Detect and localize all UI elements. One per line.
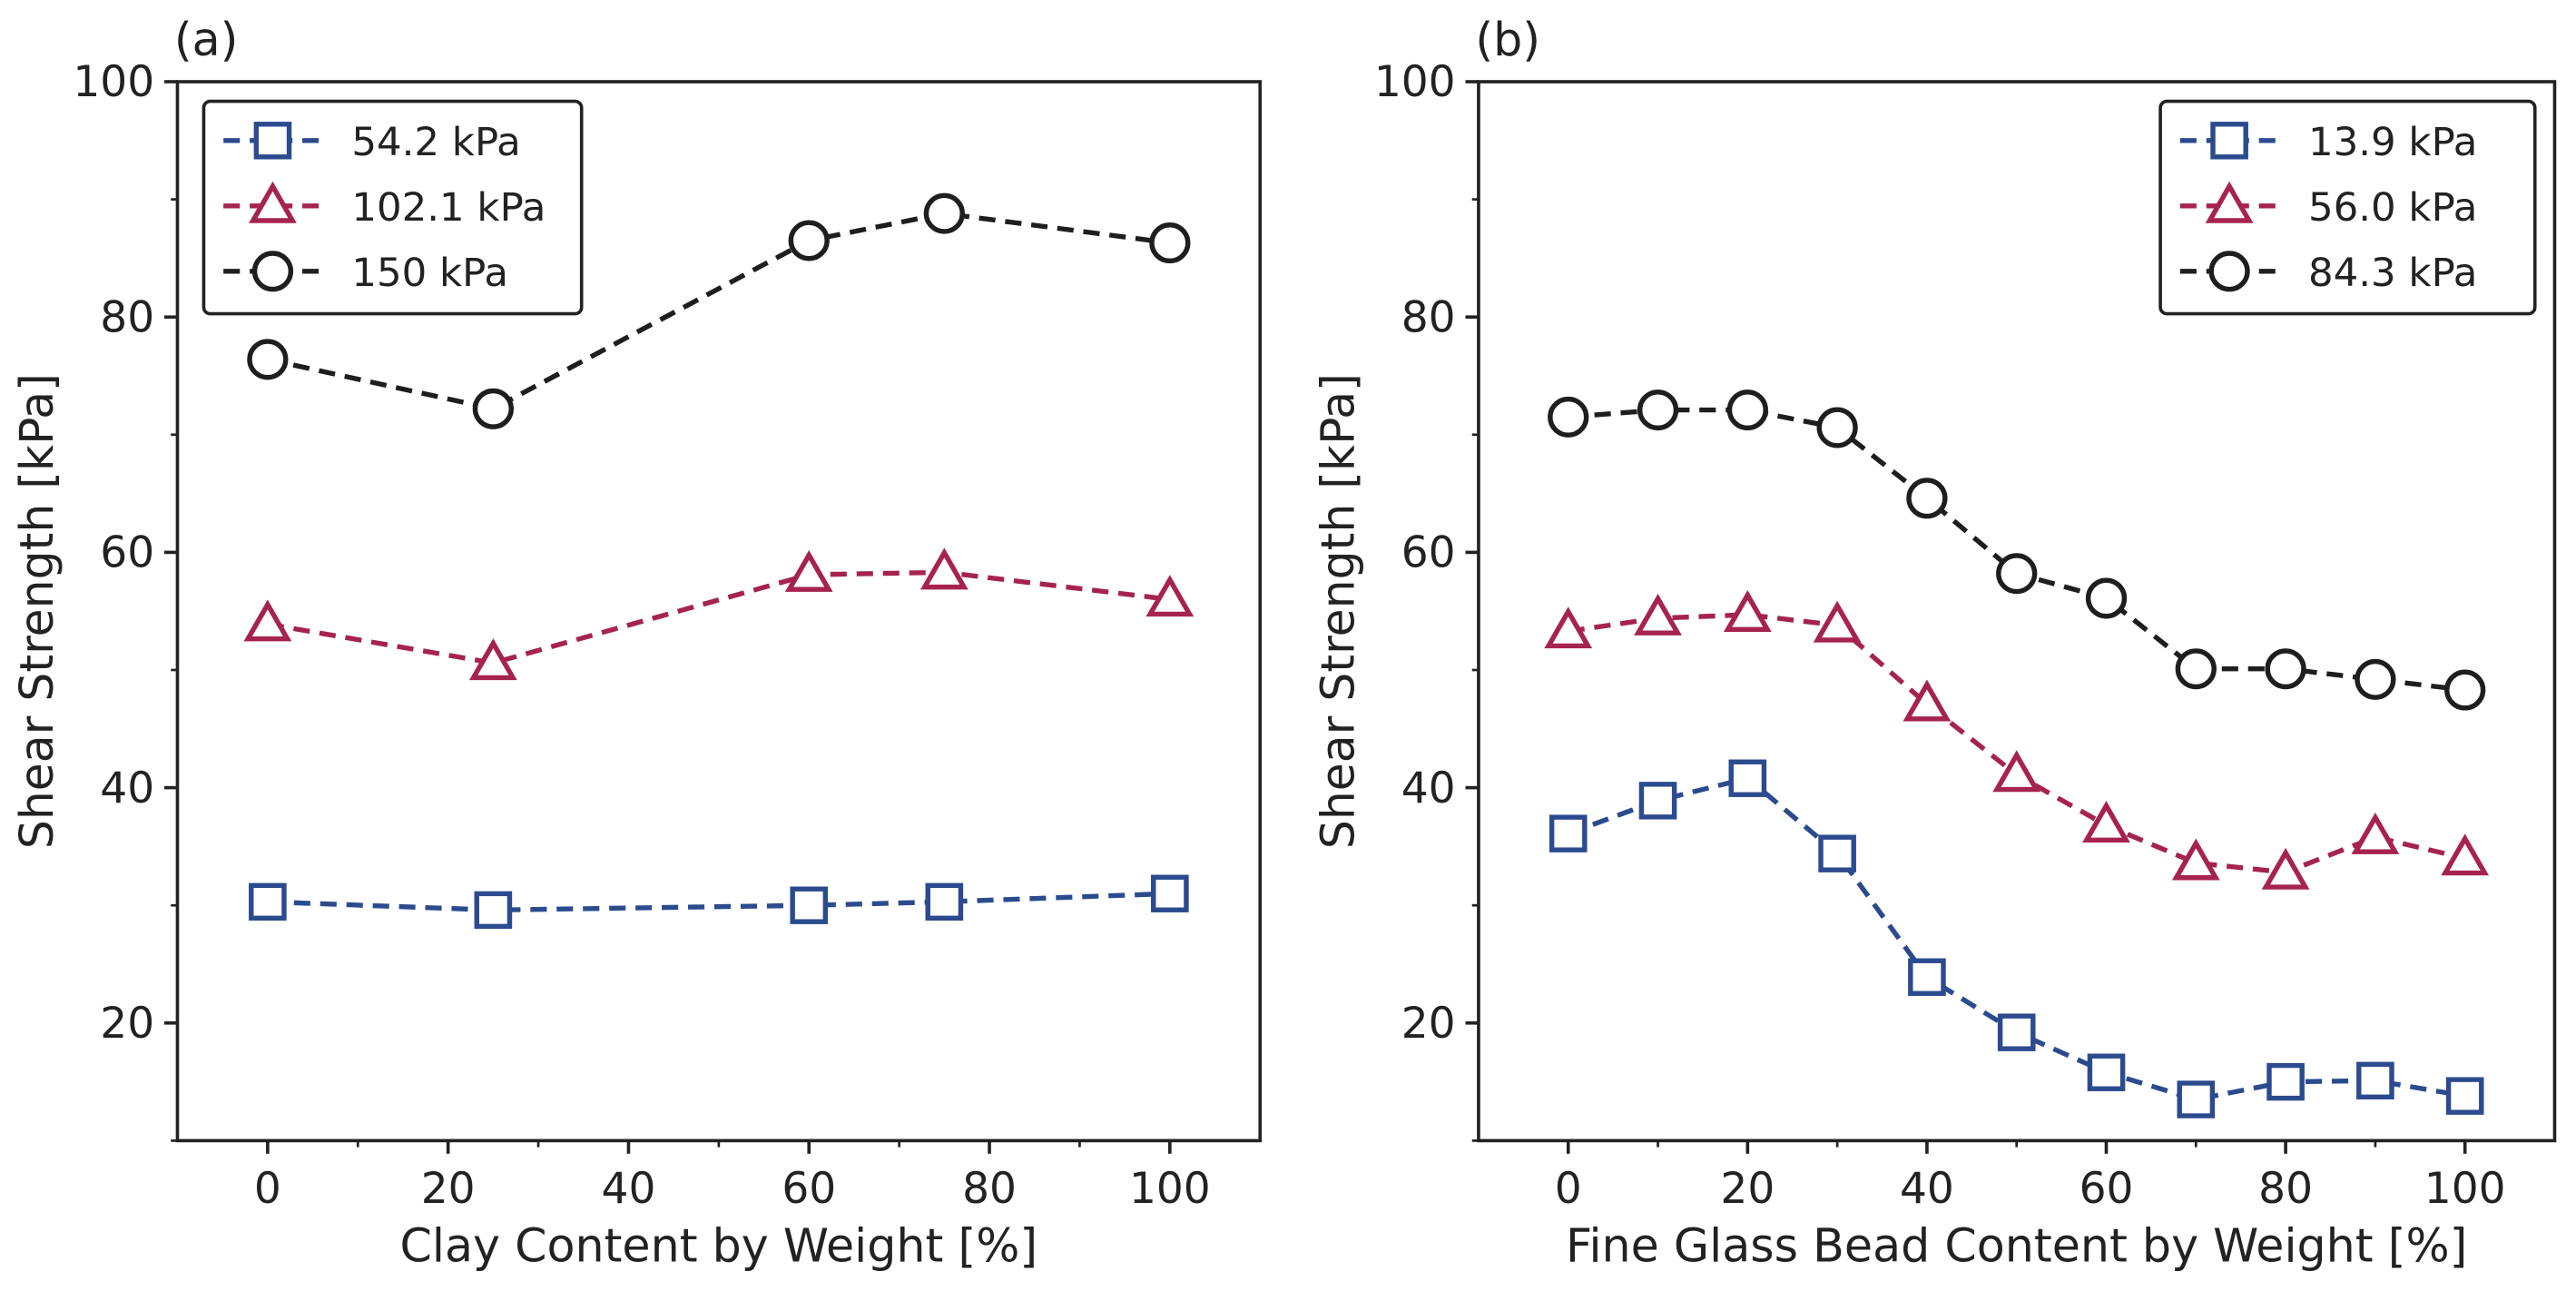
data-point [2175, 648, 2217, 690]
legend-marker [2210, 122, 2248, 160]
y-axis-label: Shear Strength [kPa] [10, 373, 64, 849]
data-point [790, 886, 829, 924]
y-tick-label: 20 [100, 999, 154, 1049]
x-tick-label: 0 [254, 1164, 281, 1214]
legend-label: 150 kPa [351, 251, 508, 296]
y-tick-label: 80 [1401, 293, 1456, 343]
legend-label: 13.9 kPa [2308, 120, 2477, 165]
x-tick-label: 40 [602, 1164, 656, 1214]
data-point [2441, 833, 2490, 876]
data-point [2266, 1062, 2305, 1101]
x-axis-label: Fine Glass Bead Content by Weight [%] [1566, 1219, 2467, 1273]
x-tick-label: 80 [962, 1164, 1017, 1214]
data-point [923, 192, 965, 234]
data-point [1992, 750, 2041, 793]
y-axis-label: Shear Strength [kPa] [1311, 373, 1364, 849]
panel-label: (b) [1475, 13, 1540, 66]
data-point [2082, 801, 2130, 843]
legend-marker [249, 181, 297, 223]
data-point [1906, 478, 1948, 519]
data-point [1634, 593, 1682, 636]
data-point [1908, 958, 1946, 996]
data-point [1149, 222, 1191, 264]
y-tick-label: 40 [1401, 764, 1456, 813]
data-point [1549, 814, 1588, 852]
y-tick-label: 60 [100, 528, 154, 578]
y-tick-label: 80 [100, 293, 154, 343]
data-point [2444, 669, 2486, 711]
legend-label: 56.0 kPa [2308, 185, 2477, 231]
y-tick-label: 20 [1401, 999, 1456, 1049]
series-line [1568, 612, 2466, 875]
data-point [249, 882, 287, 921]
x-axis-label: Clay Content by Weight [%] [400, 1219, 1038, 1273]
legend-label: 102.1 kPa [351, 185, 546, 231]
data-point [1903, 679, 1952, 722]
series-line [1568, 407, 2466, 693]
data-point [1726, 389, 1768, 431]
panel-label: (a) [174, 13, 239, 66]
data-point [468, 638, 517, 681]
data-point [2177, 1080, 2216, 1119]
data-point [2351, 812, 2400, 854]
legend-label: 54.2 kPa [351, 120, 520, 165]
data-point [1151, 874, 1189, 912]
data-point [1548, 396, 1589, 438]
data-point [788, 220, 830, 261]
data-point [2265, 648, 2306, 690]
data-point [1637, 389, 1679, 431]
x-tick-label: 100 [2424, 1164, 2506, 1214]
data-point [474, 891, 513, 930]
data-point [1544, 606, 1593, 649]
series-line [267, 569, 1171, 665]
legend-marker [2205, 181, 2254, 223]
y-tick-label: 100 [1374, 57, 1456, 107]
x-tick-label: 20 [421, 1164, 476, 1214]
data-point [1813, 600, 1862, 643]
x-tick-label: 100 [1129, 1164, 1211, 1214]
data-point [925, 882, 964, 921]
data-point [243, 599, 292, 642]
x-tick-label: 0 [1555, 1164, 1582, 1214]
data-point [1997, 1013, 2036, 1051]
data-point [472, 388, 514, 429]
data-point [1996, 553, 2038, 595]
data-point [2087, 1053, 2126, 1091]
legend-box [202, 99, 584, 316]
series-line [1567, 775, 2466, 1102]
data-point [247, 339, 289, 380]
data-point [784, 549, 833, 592]
data-point [1638, 782, 1677, 820]
series-line [267, 891, 1170, 913]
x-tick-label: 60 [2079, 1164, 2134, 1214]
legend-marker [251, 251, 294, 292]
data-point [1816, 407, 1858, 448]
data-point [1723, 590, 1772, 632]
data-point [2356, 1061, 2394, 1100]
legend-marker [2208, 251, 2250, 292]
legend-marker [253, 122, 292, 160]
legend-box [2158, 99, 2537, 316]
legend-label: 84.3 kPa [2308, 251, 2477, 296]
y-tick-label: 40 [100, 764, 154, 813]
data-point [2261, 847, 2310, 890]
x-tick-label: 60 [782, 1164, 836, 1214]
x-tick-label: 20 [1720, 1164, 1775, 1214]
data-point [1728, 759, 1767, 797]
data-point [1145, 575, 1195, 617]
data-point [1818, 834, 1856, 872]
data-point [2085, 577, 2128, 619]
data-point [919, 547, 968, 590]
y-tick-label: 100 [73, 57, 154, 107]
data-point [2171, 838, 2220, 881]
x-tick-label: 80 [2258, 1164, 2313, 1214]
data-point [2355, 658, 2396, 700]
y-tick-label: 60 [1401, 528, 1456, 578]
data-point [2445, 1077, 2484, 1115]
x-tick-label: 40 [1900, 1164, 1954, 1214]
